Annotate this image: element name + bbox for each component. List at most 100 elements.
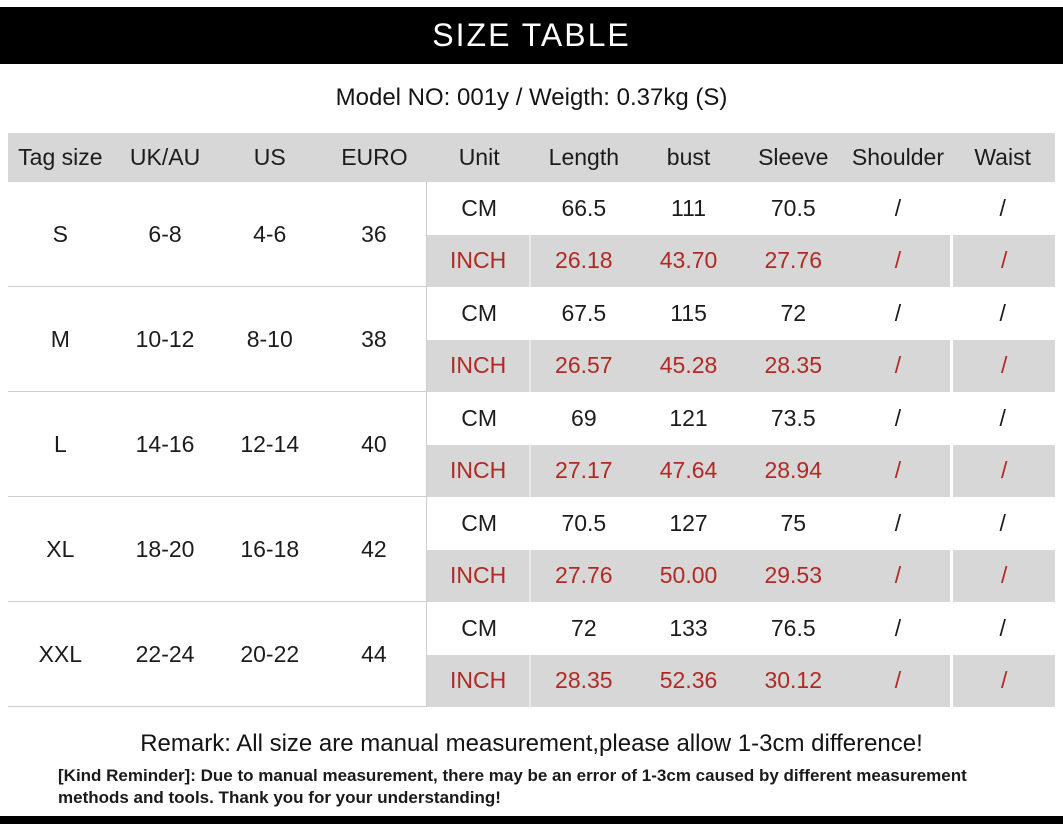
inch-unit-cell: INCH bbox=[426, 234, 532, 287]
tag-size-cell: XXL bbox=[8, 602, 113, 707]
us-cell: 20-22 bbox=[217, 602, 323, 707]
inch-unit-cell: INCH bbox=[426, 339, 532, 392]
us-cell: 8-10 bbox=[217, 287, 323, 392]
cm-bust-cell: 133 bbox=[636, 602, 741, 655]
header-cell-us: US bbox=[253, 144, 286, 170]
inch-bust-cell: 47.64 bbox=[636, 444, 741, 497]
page-title: SIZE TABLE bbox=[432, 17, 631, 53]
tag-size-cell: M bbox=[8, 287, 113, 392]
header-cell-euro: EURO bbox=[341, 144, 408, 170]
size-group-row: S 6-8 4-6 36 CM 66.5 111 70.5 / / INCH 2… bbox=[8, 182, 1055, 287]
inch-bust-cell: 52.36 bbox=[636, 654, 741, 707]
euro-cell: 38 bbox=[322, 287, 427, 392]
cm-sleeve-cell: 75 bbox=[740, 497, 846, 550]
inch-unit-cell: INCH bbox=[426, 549, 532, 602]
title-bar: SIZE TABLE bbox=[0, 7, 1063, 64]
inch-waist-cell: / bbox=[950, 549, 1055, 602]
size-group-row: XL 18-20 16-18 42 CM 70.5 127 75 / / INC… bbox=[8, 497, 1055, 602]
us-cell: 12-14 bbox=[217, 392, 323, 497]
header-cell-uk-au: UK/AU bbox=[129, 144, 201, 170]
us-cell: 16-18 bbox=[217, 497, 323, 602]
cm-shoulder-cell: / bbox=[845, 287, 951, 340]
inch-sleeve-cell: 28.94 bbox=[740, 444, 846, 497]
tag-size-cell: L bbox=[8, 392, 113, 497]
inch-length-cell: 27.76 bbox=[531, 549, 637, 602]
euro-cell: 36 bbox=[322, 182, 427, 287]
uk-au-cell: 22-24 bbox=[112, 602, 218, 707]
inch-waist-cell: / bbox=[950, 234, 1055, 287]
table-body: S 6-8 4-6 36 CM 66.5 111 70.5 / / INCH 2… bbox=[8, 182, 1055, 707]
header-cell-shoulder: Shoulder bbox=[851, 144, 944, 170]
inch-bust-cell: 43.70 bbox=[636, 234, 741, 287]
header-cell-bust: bust bbox=[666, 144, 711, 170]
inch-shoulder-cell: / bbox=[845, 234, 951, 287]
cm-unit-cell: CM bbox=[426, 497, 532, 550]
cm-shoulder-cell: / bbox=[845, 602, 951, 655]
tag-size-cell: XL bbox=[8, 497, 113, 602]
cm-waist-cell: / bbox=[950, 497, 1055, 550]
inch-shoulder-cell: / bbox=[845, 654, 951, 707]
euro-cell: 44 bbox=[322, 602, 427, 707]
us-cell: 4-6 bbox=[217, 182, 323, 287]
cm-sleeve-cell: 70.5 bbox=[740, 182, 846, 235]
cm-waist-cell: / bbox=[950, 287, 1055, 340]
cm-waist-cell: / bbox=[950, 182, 1055, 235]
cm-unit-cell: CM bbox=[426, 182, 532, 235]
cm-length-cell: 70.5 bbox=[531, 497, 637, 550]
cm-waist-cell: / bbox=[950, 392, 1055, 445]
cm-length-cell: 66.5 bbox=[531, 182, 637, 235]
header-cell-unit: Unit bbox=[458, 144, 500, 170]
cm-sleeve-cell: 76.5 bbox=[740, 602, 846, 655]
inch-length-cell: 26.57 bbox=[531, 339, 637, 392]
tag-size-cell: S bbox=[8, 182, 113, 287]
model-info-line: Model NO: 001y / Weigth: 0.37kg (S) bbox=[335, 84, 728, 111]
cm-length-cell: 72 bbox=[531, 602, 637, 655]
header-cell-length: Length bbox=[548, 144, 620, 170]
bottom-divider-bar bbox=[0, 816, 1063, 824]
cm-shoulder-cell: / bbox=[845, 497, 951, 550]
table-header-row: Tag size UK/AU US EURO Unit Length bust … bbox=[8, 133, 1055, 182]
inch-sleeve-cell: 30.12 bbox=[740, 654, 846, 707]
cm-waist-cell: / bbox=[950, 602, 1055, 655]
cm-bust-cell: 127 bbox=[636, 497, 741, 550]
cm-bust-cell: 115 bbox=[636, 287, 741, 340]
inch-unit-cell: INCH bbox=[426, 654, 532, 707]
uk-au-cell: 14-16 bbox=[112, 392, 218, 497]
cm-bust-cell: 121 bbox=[636, 392, 741, 445]
uk-au-cell: 18-20 bbox=[112, 497, 218, 602]
uk-au-cell: 6-8 bbox=[112, 182, 218, 287]
inch-waist-cell: / bbox=[950, 339, 1055, 392]
inch-waist-cell: / bbox=[950, 444, 1055, 497]
inch-shoulder-cell: / bbox=[845, 339, 951, 392]
size-group-row: L 14-16 12-14 40 CM 69 121 73.5 / / INCH… bbox=[8, 392, 1055, 497]
cm-length-cell: 67.5 bbox=[531, 287, 637, 340]
header-cell-tag-size: Tag size bbox=[18, 144, 103, 170]
inch-sleeve-cell: 28.35 bbox=[740, 339, 846, 392]
inch-waist-cell: / bbox=[950, 654, 1055, 707]
inch-length-cell: 26.18 bbox=[531, 234, 637, 287]
inch-sleeve-cell: 27.76 bbox=[740, 234, 846, 287]
inch-unit-cell: INCH bbox=[426, 444, 532, 497]
inch-bust-cell: 50.00 bbox=[636, 549, 741, 602]
kind-reminder-text: [Kind Reminder]: Due to manual measureme… bbox=[58, 766, 967, 808]
euro-cell: 40 bbox=[322, 392, 427, 497]
cm-sleeve-cell: 72 bbox=[740, 287, 846, 340]
cm-length-cell: 69 bbox=[531, 392, 637, 445]
remark-text: Remark: All size are manual measurement,… bbox=[140, 730, 923, 757]
cm-unit-cell: CM bbox=[426, 392, 532, 445]
inch-sleeve-cell: 29.53 bbox=[740, 549, 846, 602]
inch-shoulder-cell: / bbox=[845, 444, 951, 497]
inch-bust-cell: 45.28 bbox=[636, 339, 741, 392]
cm-shoulder-cell: / bbox=[845, 392, 951, 445]
inch-length-cell: 28.35 bbox=[531, 654, 637, 707]
size-group-row: M 10-12 8-10 38 CM 67.5 115 72 / / INCH … bbox=[8, 287, 1055, 392]
size-table: Tag size UK/AU US EURO Unit Length bust … bbox=[8, 133, 1055, 707]
header-cell-sleeve: Sleeve bbox=[758, 144, 829, 170]
uk-au-cell: 10-12 bbox=[112, 287, 218, 392]
cm-unit-cell: CM bbox=[426, 602, 532, 655]
size-group-row: XXL 22-24 20-22 44 CM 72 133 76.5 / / IN… bbox=[8, 602, 1055, 707]
cm-unit-cell: CM bbox=[426, 287, 532, 340]
inch-length-cell: 27.17 bbox=[531, 444, 637, 497]
euro-cell: 42 bbox=[322, 497, 427, 602]
